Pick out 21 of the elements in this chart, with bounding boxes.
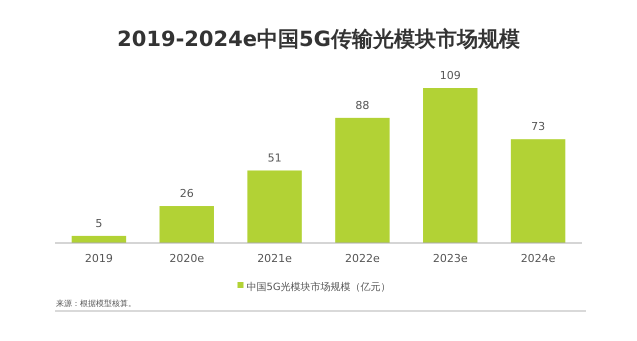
x-tick-label: 2021e — [257, 252, 292, 265]
bar — [510, 139, 566, 243]
data-label: 109 — [440, 69, 461, 82]
bar — [335, 118, 390, 243]
x-tick-label: 2024e — [520, 252, 556, 265]
data-label: 88 — [355, 98, 370, 112]
bar — [72, 236, 126, 243]
data-label: 5 — [95, 216, 102, 230]
data-label: 73 — [531, 120, 546, 134]
bar — [247, 170, 302, 243]
x-tick-label: 2019 — [84, 252, 113, 265]
bar — [423, 88, 478, 243]
data-label: 51 — [268, 151, 282, 164]
source-note: 来源：根据模型核算。 — [56, 299, 136, 308]
x-tick-label: 2020e — [169, 252, 204, 265]
data-label: 26 — [180, 187, 194, 200]
x-tick-label: 2023e — [432, 252, 468, 265]
chart-title: 2019-2024e中国5G传输光模块市场规模 — [117, 27, 520, 51]
x-tick-label: 2022e — [345, 252, 380, 265]
bar — [160, 206, 214, 243]
legend: 中国5G光模块市场规模（亿元） — [238, 282, 391, 293]
